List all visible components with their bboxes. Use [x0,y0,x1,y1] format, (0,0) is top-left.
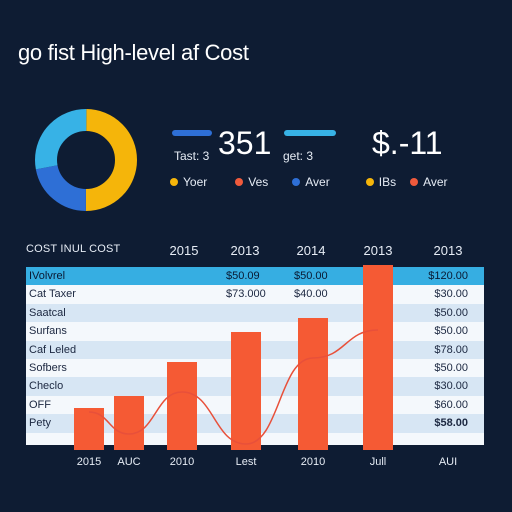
row-label: Saatcal [29,306,66,319]
table-row: Sofbers $50.00 [26,358,484,378]
kpi-value-2: $.-11 [372,125,443,161]
row-value: $60.00 [434,398,468,411]
legend-item: Yoer [170,175,207,189]
legend-item: Aver [410,175,448,189]
legend-dot-icon [235,178,244,186]
row-value: $30.00 [434,288,468,301]
row-label: IVolvrel [29,270,66,282]
legend-dot-icon [292,178,301,186]
legend-dot-icon [170,178,178,186]
column-header: 2014 [296,243,326,258]
legend-item: Aver [292,175,330,189]
row-label: OFF [29,398,51,411]
x-tick-label: Jull [369,456,387,468]
kpi-accent-bar-2 [284,130,336,136]
column-header: 2013 [433,243,463,258]
row-value: $50.00 [434,325,468,338]
kpi-value-1: 351 [218,125,272,161]
legend-dot-icon [410,178,419,186]
row-label: Caf Leled [29,343,77,356]
kpi-caption-2: get: 3 [283,149,314,163]
table-row: Surfans $50.00 [26,322,484,341]
donut-segment [35,109,137,211]
column-header: 2013 [230,243,260,258]
row-label: Sofbers [29,361,67,374]
x-tick-label: AUI [438,456,458,468]
row-value: $120.00 [428,270,468,282]
x-tick-label: 2010 [300,456,326,468]
x-tick-label: Lest [235,456,257,468]
row-value: $78.00 [434,343,468,356]
table-row: Pety $58.00 [26,414,484,433]
legend-item: Ves [235,175,268,189]
row-label: Pety [29,417,52,430]
row-label: Surfans [29,325,67,338]
legend-dot-icon [365,178,374,186]
column-headers: 2015 2013 2014 2013 2013 [0,243,512,259]
column-header: 2015 [169,243,199,258]
x-axis-labels: 2015 AUC 2010 Lest 2010 Jull AUI [0,456,512,470]
x-tick-label: AUC [117,456,141,468]
row-label: Cat Taxer [29,288,76,301]
cost-table: IVolvrel $50.09 $50.00 $120.00 Cat Taxer… [26,267,484,433]
row-value: $50.00 [434,361,468,374]
table-row: Saatcal $50.00 [26,303,484,323]
table-row: OFF $60.00 [26,395,484,415]
row-label: Checlo [29,380,64,393]
donut-chart [34,108,138,212]
row-cell: $40.00 [294,288,328,301]
donut-segment [35,109,137,211]
table-row: Checlo $30.00 [26,377,484,396]
row-cell: $50.00 [294,270,328,282]
row-value: $50.00 [434,306,468,319]
column-header: 2013 [363,243,393,258]
row-value: $30.00 [434,380,468,393]
row-value: $58.00 [434,417,468,430]
table-title: COST INUL COST [26,243,121,255]
kpi-accent-bar-1 [172,130,212,136]
table-row: Cat Taxer $73.000 $40.00 $30.00 [26,285,484,304]
legend: Yoer Ves Aver IBs Aver [170,175,448,189]
table-row: IVolvrel $50.09 $50.00 $120.00 [26,267,484,286]
table-row: Caf Leled $78.00 [26,340,484,359]
table-footer-row [26,433,484,445]
x-tick-label: 2015 [76,456,102,468]
x-tick-label: 2010 [169,456,195,468]
row-cell: $73.000 [226,288,266,301]
row-cell: $50.09 [226,270,260,282]
page-title: go fist High-level af Cost [18,40,249,65]
kpi-caption-1: Tast: 3 [174,149,210,163]
legend-item: IBs [365,175,396,189]
